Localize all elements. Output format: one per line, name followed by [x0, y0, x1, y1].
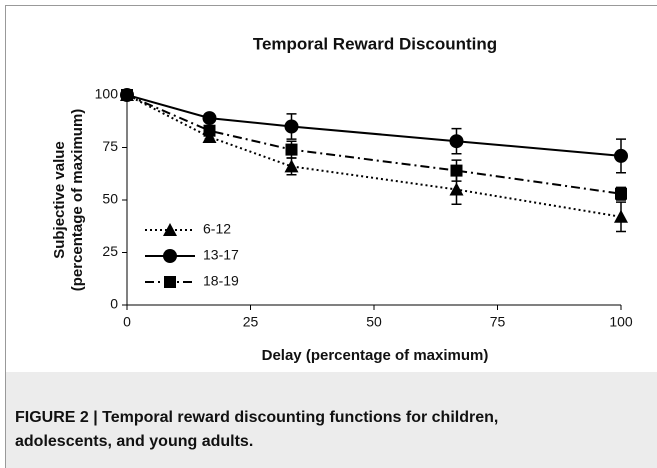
data-point [284, 159, 299, 173]
data-point [614, 209, 628, 223]
y-tick-label: 25 [102, 243, 118, 259]
data-point [449, 182, 464, 196]
legend-marker [164, 276, 176, 288]
y-axis-label: Subjective value [51, 141, 68, 259]
data-point [202, 111, 217, 126]
legend-label: 6-12 [203, 221, 231, 237]
x-tick-label: 100 [609, 314, 633, 330]
y-tick-label: 50 [102, 191, 118, 207]
data-point [615, 187, 627, 200]
frame [5, 5, 657, 468]
data-point [450, 164, 463, 177]
legend-label: 13-17 [203, 247, 239, 263]
data-point [203, 124, 216, 137]
legend-label: 18-19 [203, 273, 239, 289]
x-tick-label: 25 [243, 314, 259, 330]
chart-title: Temporal Reward Discounting [253, 34, 497, 53]
data-point [285, 143, 298, 156]
data-point [284, 119, 299, 134]
x-tick-label: 0 [123, 314, 131, 330]
y-tick-label: 100 [95, 86, 119, 102]
y-tick-label: 75 [102, 138, 118, 154]
x-axis-label: Delay (percentage of maximum) [262, 347, 489, 364]
series-line [126, 94, 622, 218]
y-axis-label: (percentage of maximum) [69, 109, 86, 292]
data-point [614, 148, 628, 163]
x-tick-label: 50 [366, 314, 382, 330]
x-tick-label: 75 [490, 314, 506, 330]
caption: adolescents, and young adults. [15, 433, 253, 450]
y-tick-label: 0 [110, 296, 118, 312]
data-point [121, 89, 133, 101]
legend-marker [163, 249, 177, 263]
legend-marker [163, 223, 177, 236]
caption: FIGURE 2 | Temporal reward discounting f… [15, 409, 498, 426]
data-point [449, 134, 464, 149]
series-line [126, 94, 622, 157]
series-line [126, 94, 622, 195]
caption-box [6, 372, 657, 468]
